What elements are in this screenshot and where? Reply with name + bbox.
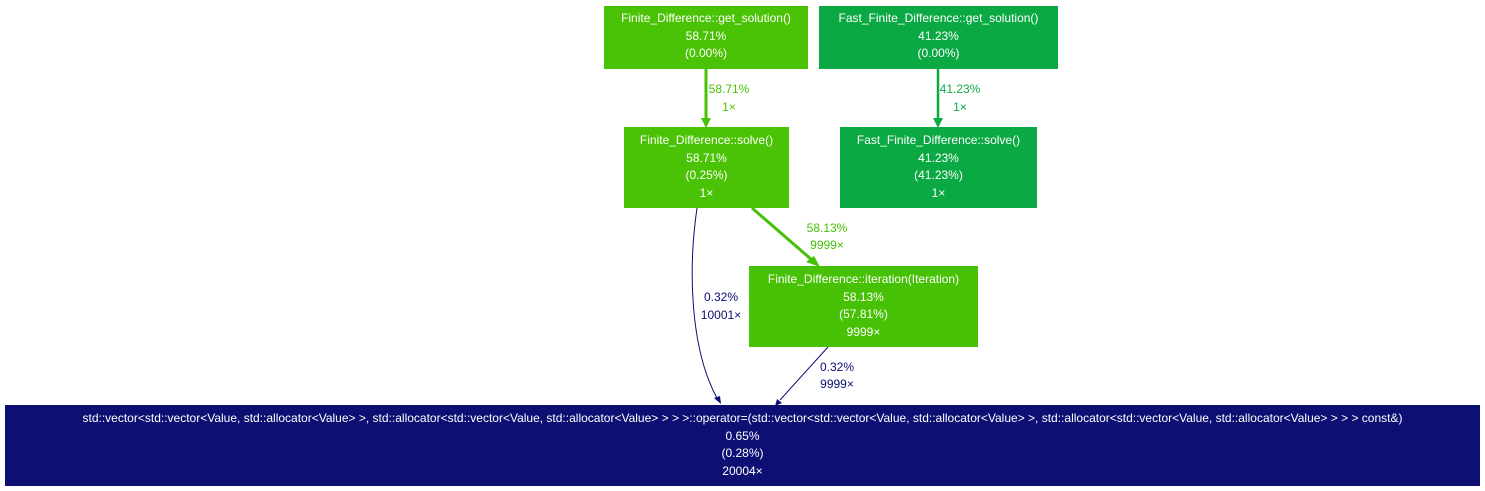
edge-iteration-to-vector-assign: 0.32% 9999× — [775, 346, 854, 406]
node-self-percent: (0.00%) — [917, 46, 960, 60]
edge-percent-label: 58.71% — [709, 82, 750, 96]
node-self-percent: (0.28%) — [721, 446, 764, 460]
edge-fd-get-solution-to-solve: 58.71% 1× — [701, 69, 750, 128]
node-self-percent: (0.25%) — [685, 168, 728, 182]
node-self-percent: (41.23%) — [914, 168, 963, 182]
node-total-percent: 58.13% — [843, 289, 884, 304]
edge-fd-solve-to-iteration: 58.13% 9999× — [751, 206, 848, 267]
node-function-name: std::vector<std::vector<Value, std::allo… — [82, 411, 1403, 425]
node-function-name: Fast_Finite_Difference::get_solution() — [838, 11, 1039, 25]
node-total-percent: 58.71% — [685, 28, 727, 43]
node-vector-operator-assign[interactable]: std::vector<std::vector<Value, std::allo… — [5, 405, 1480, 486]
edge-percent-label: 41.23% — [940, 82, 981, 96]
node-finite-difference-get-solution[interactable]: Finite_Difference::get_solution() 58.71%… — [604, 6, 808, 69]
node-call-count: 20004× — [722, 463, 763, 478]
edge-calls-label: 1× — [722, 100, 736, 114]
edge-fd-solve-to-vector-assign: 0.32% 10001× — [691, 207, 741, 404]
node-total-percent: 0.65% — [725, 428, 760, 443]
node-call-count: 1× — [699, 185, 714, 200]
node-fast-finite-difference-solve[interactable]: Fast_Finite_Difference::solve() 41.23% (… — [840, 127, 1037, 208]
node-call-count: 1× — [931, 185, 946, 200]
node-fast-finite-difference-get-solution[interactable]: Fast_Finite_Difference::get_solution() 4… — [819, 6, 1058, 69]
edge-calls-label: 1× — [953, 100, 967, 114]
edge-ffd-get-solution-to-solve: 41.23% 1× — [933, 69, 981, 128]
node-function-name: Finite_Difference::iteration(Iteration) — [767, 272, 960, 286]
edge-calls-label: 9999× — [810, 238, 844, 252]
node-finite-difference-iteration[interactable]: Finite_Difference::iteration(Iteration) … — [749, 266, 978, 347]
edge-percent-label: 0.32% — [704, 290, 738, 304]
edge-percent-label: 0.32% — [820, 360, 854, 374]
node-function-name: Fast_Finite_Difference::solve() — [856, 133, 1021, 147]
node-total-percent: 41.23% — [918, 150, 959, 165]
node-self-percent: (0.00%) — [684, 46, 728, 60]
node-call-count: 9999× — [846, 324, 881, 339]
node-finite-difference-solve[interactable]: Finite_Difference::solve() 58.71% (0.25%… — [624, 127, 789, 208]
edge-percent-label: 58.13% — [807, 221, 848, 235]
edge-calls-label: 9999× — [820, 377, 854, 391]
node-self-percent: (57.81%) — [839, 307, 888, 321]
node-function-name: Finite_Difference::solve() — [639, 133, 774, 147]
edge-calls-label: 10001× — [701, 308, 741, 322]
node-function-name: Finite_Difference::get_solution() — [621, 11, 791, 25]
node-total-percent: 41.23% — [918, 28, 959, 43]
node-total-percent: 58.71% — [686, 150, 727, 165]
